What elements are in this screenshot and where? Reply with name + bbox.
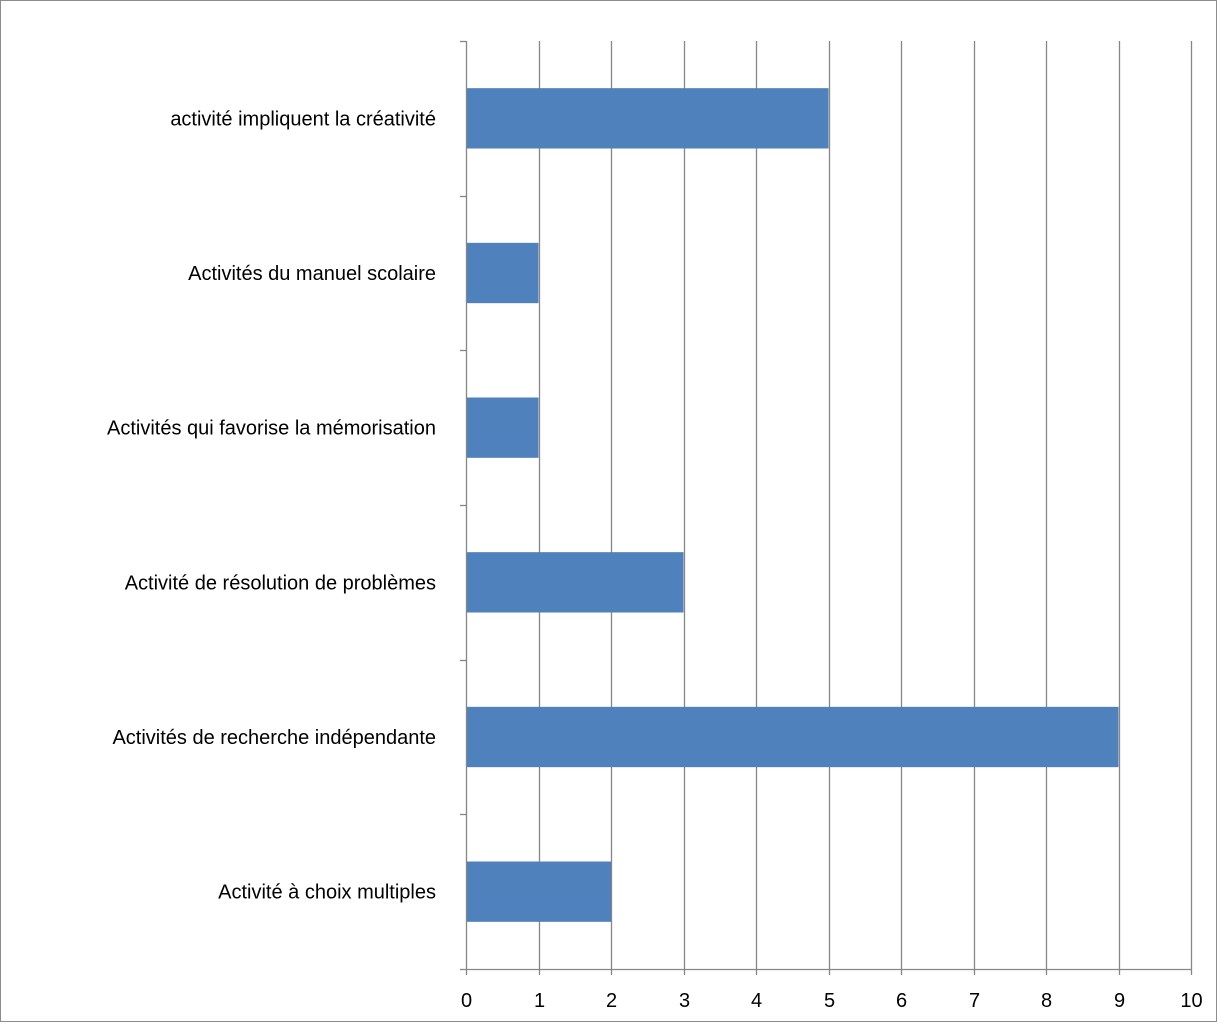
bar: [466, 706, 1119, 768]
bar: [466, 397, 539, 458]
gridlines: [538, 41, 1193, 969]
category-label: activité impliquent la créativité: [170, 108, 436, 130]
x-tick-label: 3: [679, 990, 690, 1012]
bar: [466, 88, 829, 149]
x-tick-label: 0: [461, 990, 472, 1012]
bar: [466, 242, 539, 304]
x-tick-label: 6: [896, 990, 907, 1012]
category-label: Activités de recherche indépendante: [112, 727, 436, 749]
x-tick-label: 1: [534, 990, 545, 1012]
bars: [466, 88, 1119, 922]
x-tick-label: 10: [1180, 990, 1202, 1012]
x-tick-labels: 0 1 2 3 4 5 6 7 8 9 10: [461, 990, 1203, 1012]
category-labels: activité impliquent la créativité Activit…: [107, 108, 436, 903]
category-label: Activité de résolution de problèmes: [125, 572, 436, 594]
x-tick-label: 2: [606, 990, 617, 1012]
x-tick-label: 8: [1041, 990, 1052, 1012]
x-tick-label: 9: [1114, 990, 1125, 1012]
x-tick-label: 5: [824, 990, 835, 1012]
category-label: Activité à choix multiples: [218, 882, 436, 904]
axes: [460, 40, 1193, 975]
bar: [466, 552, 684, 613]
bar: [466, 861, 611, 922]
x-tick-label: 4: [751, 990, 762, 1012]
x-tick-label: 7: [969, 990, 980, 1012]
category-label: Activités qui favorise la mémorisation: [107, 418, 436, 440]
category-label: Activités du manuel scolaire: [188, 263, 436, 285]
